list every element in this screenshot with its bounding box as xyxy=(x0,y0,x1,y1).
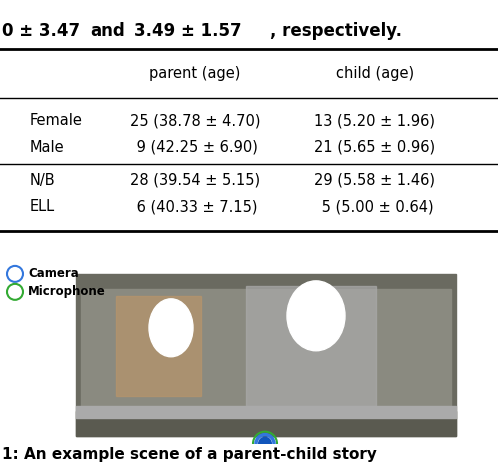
Text: ELL: ELL xyxy=(30,199,55,214)
Bar xyxy=(76,406,456,418)
Text: Microphone: Microphone xyxy=(28,285,106,298)
Text: 6 (40.33 ± 7.15): 6 (40.33 ± 7.15) xyxy=(132,199,258,214)
Text: 5 (5.00 ± 0.64): 5 (5.00 ± 0.64) xyxy=(317,199,433,214)
Text: 13 (5.20 ± 1.96): 13 (5.20 ± 1.96) xyxy=(315,113,435,128)
Ellipse shape xyxy=(287,281,345,351)
Text: 0 ± 3.47: 0 ± 3.47 xyxy=(2,22,86,40)
Text: Male: Male xyxy=(30,140,65,155)
Text: , respectively.: , respectively. xyxy=(270,22,402,40)
Bar xyxy=(116,296,201,396)
Bar xyxy=(76,411,456,436)
Text: 1: An example scene of a parent-child story: 1: An example scene of a parent-child st… xyxy=(2,447,377,462)
Text: child (age): child (age) xyxy=(336,66,414,81)
Text: and: and xyxy=(90,22,125,40)
Text: 25 (38.78 ± 4.70): 25 (38.78 ± 4.70) xyxy=(130,113,260,128)
Text: 9 (42.25 ± 6.90): 9 (42.25 ± 6.90) xyxy=(132,140,258,155)
Bar xyxy=(81,289,451,421)
Text: 3.49 ± 1.57: 3.49 ± 1.57 xyxy=(134,22,242,40)
Text: Camera: Camera xyxy=(28,267,79,281)
Ellipse shape xyxy=(149,299,193,357)
Text: Female: Female xyxy=(30,113,83,128)
Text: 29 (5.58 ± 1.46): 29 (5.58 ± 1.46) xyxy=(315,173,435,188)
Text: 28 (39.54 ± 5.15): 28 (39.54 ± 5.15) xyxy=(130,173,260,188)
Text: 21 (5.65 ± 0.96): 21 (5.65 ± 0.96) xyxy=(314,140,436,155)
Bar xyxy=(246,286,376,406)
Circle shape xyxy=(258,437,272,451)
Text: N/B: N/B xyxy=(30,173,56,188)
Text: parent (age): parent (age) xyxy=(149,66,241,81)
Bar xyxy=(76,274,456,436)
